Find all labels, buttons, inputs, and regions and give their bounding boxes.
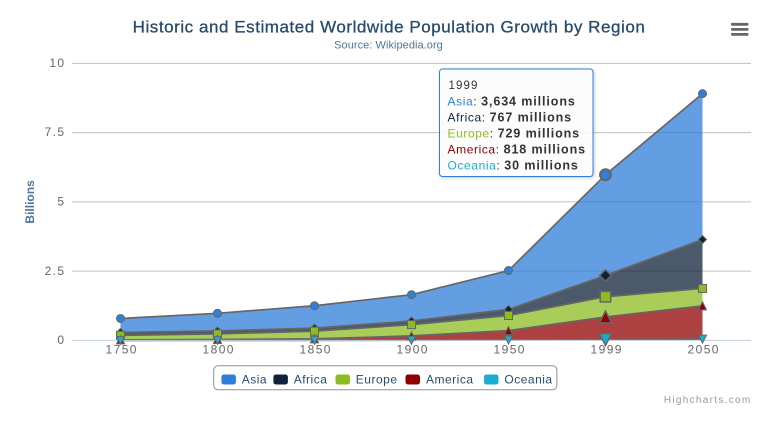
svg-text:5: 5 — [57, 195, 65, 209]
svg-text:1999: 1999 — [591, 343, 623, 357]
svg-text:America: 818 millions: America: 818 millions — [448, 143, 586, 157]
svg-text:1999: 1999 — [449, 80, 479, 92]
svg-text:Europe: 729 millions: Europe: 729 millions — [448, 126, 581, 140]
svg-text:Oceania: Oceania — [504, 372, 552, 386]
svg-text:Source: Wikipedia.org: Source: Wikipedia.org — [334, 39, 443, 51]
svg-text:Billions: Billions — [23, 180, 37, 224]
svg-text:1900: 1900 — [397, 343, 429, 357]
svg-text:1850: 1850 — [300, 343, 332, 357]
svg-text:1950: 1950 — [494, 343, 526, 357]
svg-text:Historic and Estimated Worldwi: Historic and Estimated Worldwide Populat… — [133, 18, 646, 37]
svg-text:Oceania: 30 millions: Oceania: 30 millions — [448, 159, 579, 173]
svg-text:0: 0 — [57, 333, 65, 347]
svg-text:1750: 1750 — [106, 343, 138, 357]
svg-text:1800: 1800 — [203, 343, 235, 357]
svg-text:Asia: 3,634 millions: Asia: 3,634 millions — [448, 95, 576, 109]
svg-text:Europe: Europe — [356, 372, 398, 386]
svg-text:Highcharts.com: Highcharts.com — [664, 395, 752, 406]
svg-text:2.5: 2.5 — [45, 264, 66, 278]
svg-text:10: 10 — [49, 56, 65, 70]
svg-text:America: America — [426, 372, 474, 386]
svg-text:Asia: Asia — [242, 372, 267, 386]
svg-text:2050: 2050 — [688, 343, 720, 357]
svg-text:Africa: Africa — [294, 372, 328, 386]
svg-text:7.5: 7.5 — [45, 125, 66, 139]
svg-text:Africa: 767 millions: Africa: 767 millions — [448, 110, 573, 124]
